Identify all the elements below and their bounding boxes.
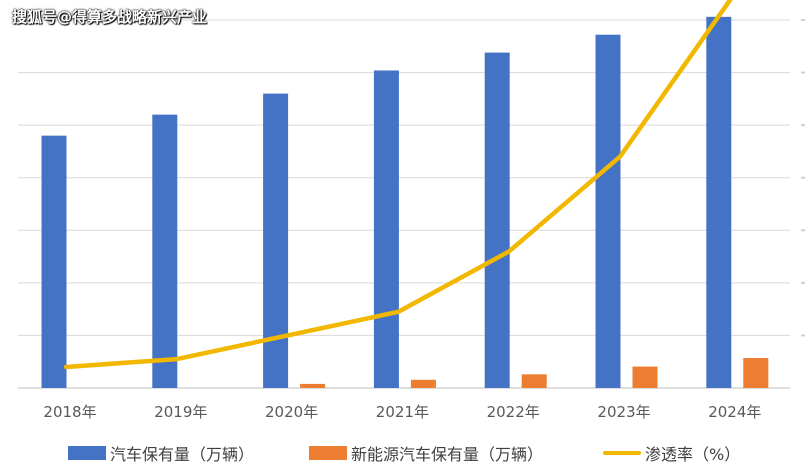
legend-item-car: 汽车保有量（万辆） <box>68 440 254 466</box>
watermark: 搜狐号@得算多战略新兴产业 <box>12 8 208 26</box>
x-tick-label: 2022年 <box>487 403 540 421</box>
bar-car <box>706 16 732 389</box>
y2-tick-stub <box>801 281 805 284</box>
line-series <box>63 0 733 370</box>
y2-tick-stub <box>801 19 805 21</box>
legend-swatch-nev <box>309 446 347 460</box>
bar-series <box>41 16 769 389</box>
bar-nev <box>300 383 326 388</box>
y2-tick-stub <box>801 176 805 179</box>
x-tick-label: 2018年 <box>43 403 96 421</box>
bar-car <box>484 52 510 388</box>
x-tick-label: 2020年 <box>265 403 318 421</box>
bar-nev <box>632 366 658 388</box>
legend: 汽车保有量（万辆） 新能源汽车保有量（万辆） 渗透率（%） <box>0 440 807 466</box>
bar-car <box>41 135 67 388</box>
bar-car <box>373 70 399 389</box>
bar-nev <box>743 358 769 388</box>
legend-swatch-rate <box>603 451 641 455</box>
x-tick-label: 2024年 <box>708 403 761 421</box>
legend-swatch-car <box>68 446 106 460</box>
legend-label-car: 汽车保有量（万辆） <box>110 445 255 464</box>
bar-nev <box>410 379 436 388</box>
x-tick-label: 2019年 <box>154 403 207 421</box>
y2-tick-stub <box>801 124 805 127</box>
x-tick-label: 2021年 <box>376 403 429 421</box>
bar-nev <box>521 374 547 388</box>
y2-tick-stub <box>801 71 805 74</box>
gridlines <box>18 19 805 389</box>
y2-tick-stub <box>801 229 805 232</box>
legend-label-nev: 新能源汽车保有量（万辆） <box>351 445 544 464</box>
bar-car <box>152 114 178 388</box>
legend-item-nev: 新能源汽车保有量（万辆） <box>309 440 543 466</box>
bar-car <box>595 34 621 388</box>
bar-car <box>263 93 289 388</box>
y2-tick-stub <box>801 334 805 337</box>
legend-label-rate: 渗透率（%） <box>645 445 741 464</box>
x-axis: 2018年 2019年 2020年 2021年 2022年 2023年 2024年 <box>43 403 761 421</box>
legend-item-rate: 渗透率（%） <box>603 440 740 466</box>
x-tick-label: 2023年 <box>597 403 650 421</box>
